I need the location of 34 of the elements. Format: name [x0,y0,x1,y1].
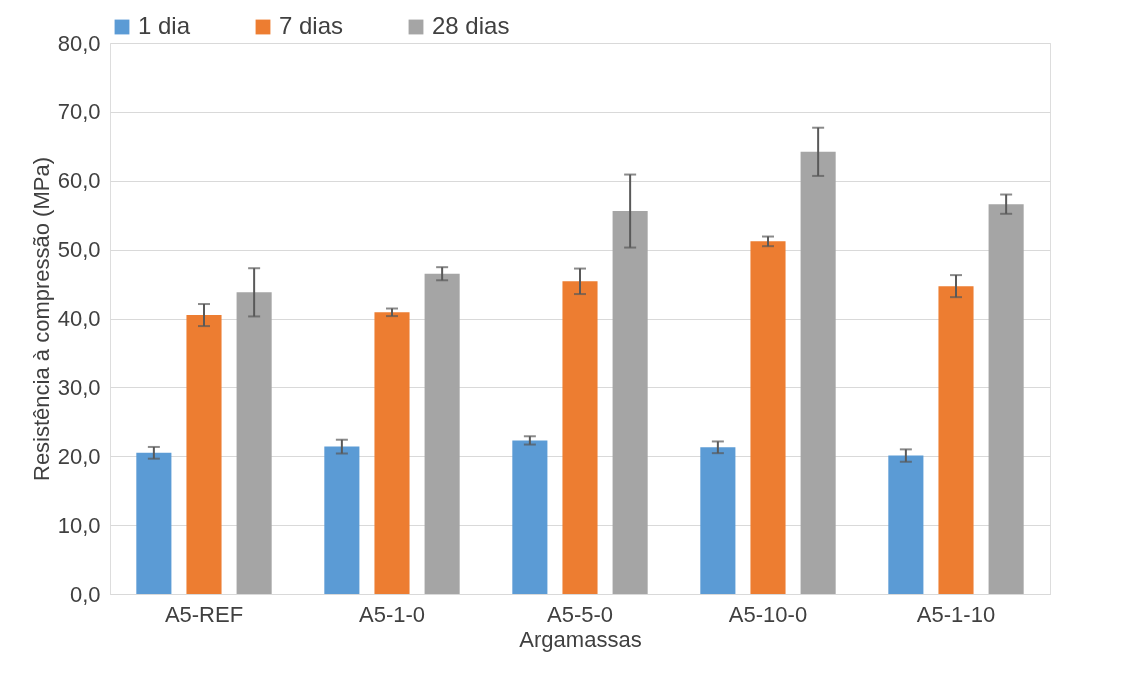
y-tick-label: 60,0 [57,168,101,194]
bar [700,447,736,594]
legend-label: 1 dia [138,12,191,39]
y-axis-title: Resistência à compressão (MPa) [28,156,54,482]
y-tick-label: 20,0 [57,443,101,469]
bar [750,241,786,594]
y-tick-label: 0,0 [69,581,101,607]
y-tick-label: 50,0 [57,237,101,263]
y-tick-label: 70,0 [57,99,101,125]
bar [562,281,598,594]
x-tick-label: A5-5-0 [546,601,614,627]
bar [512,440,548,594]
bar [938,286,974,594]
bar [136,452,172,594]
x-tick-label: A5-1-0 [358,601,426,627]
bar [888,455,924,594]
legend-label: 7 dias [279,12,344,39]
bar [186,315,222,594]
bar [374,312,410,594]
bar [800,151,836,594]
x-tick-label: A5-10-0 [728,601,808,627]
y-tick-label: 80,0 [57,30,101,56]
legend-label: 28 dias [432,12,510,39]
y-tick-label: 40,0 [57,306,101,331]
bar [612,211,648,594]
bar [424,273,460,594]
x-axis-title: Argamassas [519,626,642,652]
bar [324,446,360,594]
bar [236,292,272,594]
x-tick-label: A5-REF [164,601,244,627]
x-tick-label: A5-1-10 [916,601,996,627]
y-tick-label: 30,0 [57,374,101,400]
y-tick-label: 10,0 [57,512,101,538]
bar [988,204,1024,594]
